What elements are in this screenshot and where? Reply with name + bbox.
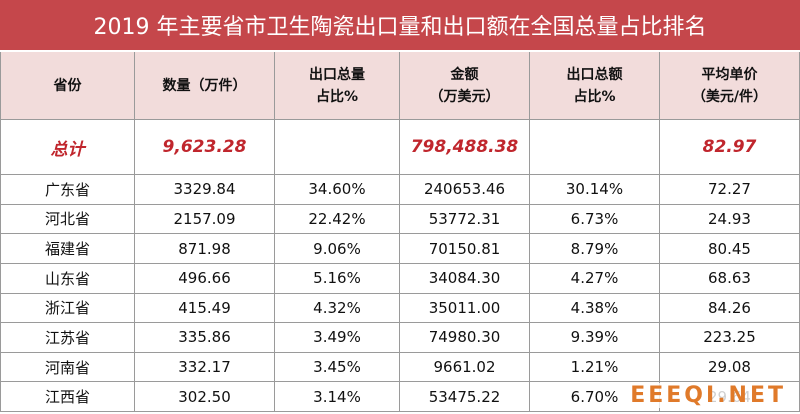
header-text: （美元/件） [691,88,768,105]
data-cell: 72.27 [660,175,800,205]
total-cell [530,120,660,175]
total-cell: 82.97 [660,120,800,175]
data-cell: 240653.46 [400,175,530,205]
data-cell: 4.27% [530,263,660,294]
data-cell: 广东省 [0,175,135,205]
total-cell: 9,623.28 [135,120,275,175]
data-cell: 223.25 [660,323,800,353]
data-cell: 415.49 [135,293,275,324]
data-cell: 河南省 [0,352,135,383]
data-cell: 53475.22 [400,382,530,412]
data-cell: 6.73% [530,204,660,235]
data-cell: 332.17 [135,352,275,383]
watermark: EEEQI.NET [630,383,786,408]
data-cell: 30.14% [530,175,660,205]
header-cell: 金额 （万美元） [400,52,530,120]
data-cell: 74980.30 [400,323,530,353]
header-cell: 出口总额占比% [530,52,660,120]
header-cell: 省份 [0,52,135,120]
data-cell: 浙江省 [0,293,135,324]
header-text: 占比% [573,88,616,105]
data-cell: 496.66 [135,263,275,294]
header-text: 出口总量 [309,66,365,83]
header-text: 平均单价 [701,66,758,83]
title: 2019 年主要省市卫生陶瓷出口量和出口额在全国总量占比排名 [0,0,800,50]
data-cell: 9.39% [530,323,660,353]
header-cell: 数量（万件） [135,52,275,120]
data-cell: 3.14% [275,382,400,412]
header-cell: 平均单价 （美元/件） [660,52,800,120]
data-cell: 3329.84 [135,175,275,205]
header-text: 占比% [315,88,359,105]
data-cell: 江苏省 [0,323,135,353]
header-cell: 出口总量占比% [275,52,400,120]
data-cell: 8.79% [530,234,660,264]
total-cell [275,120,400,175]
data-cell: 80.45 [660,234,800,264]
data-cell: 4.32% [275,293,400,324]
total-cell: 798,488.38 [400,120,530,175]
table: 省份 数量（万件） 出口总量占比% 金额 （万美元） 出口总额占比% 平均单价 （美元/件） 总… [0,52,800,412]
data-cell: 河北省 [0,204,135,235]
data-cell: 江西省 [0,382,135,412]
data-cell: 34.60% [275,175,400,205]
data-cell: 34084.30 [400,263,530,294]
data-cell: 3.45% [275,352,400,383]
data-cell: 3.49% [275,323,400,353]
data-cell: 5.16% [275,263,400,294]
data-cell: 2157.09 [135,204,275,235]
data-cell: 335.86 [135,323,275,353]
data-cell: 9.06% [275,234,400,264]
data-cell: 53772.31 [400,204,530,235]
data-cell: 24.93 [660,204,800,235]
total-cell: 总计 [0,120,135,175]
data-cell: 35011.00 [400,293,530,324]
data-cell: 4.38% [530,293,660,324]
data-cell: 84.26 [660,293,800,324]
data-cell: 70150.81 [400,234,530,264]
data-cell: 68.63 [660,263,800,294]
header-text: （万美元） [429,88,500,105]
data-cell: 福建省 [0,234,135,264]
data-cell: 1.21% [530,352,660,383]
data-cell: 22.42% [275,204,400,235]
header-text: 金额 [450,66,479,83]
data-cell: 9661.02 [400,352,530,383]
data-cell: 29.08 [660,352,800,383]
data-cell: 302.50 [135,382,275,412]
header-text: 出口总额 [566,66,623,83]
data-cell: 山东省 [0,263,135,294]
header-text: 省份 [53,77,82,94]
data-cell: 871.98 [135,234,275,264]
header-text: 数量（万件） [162,77,247,94]
